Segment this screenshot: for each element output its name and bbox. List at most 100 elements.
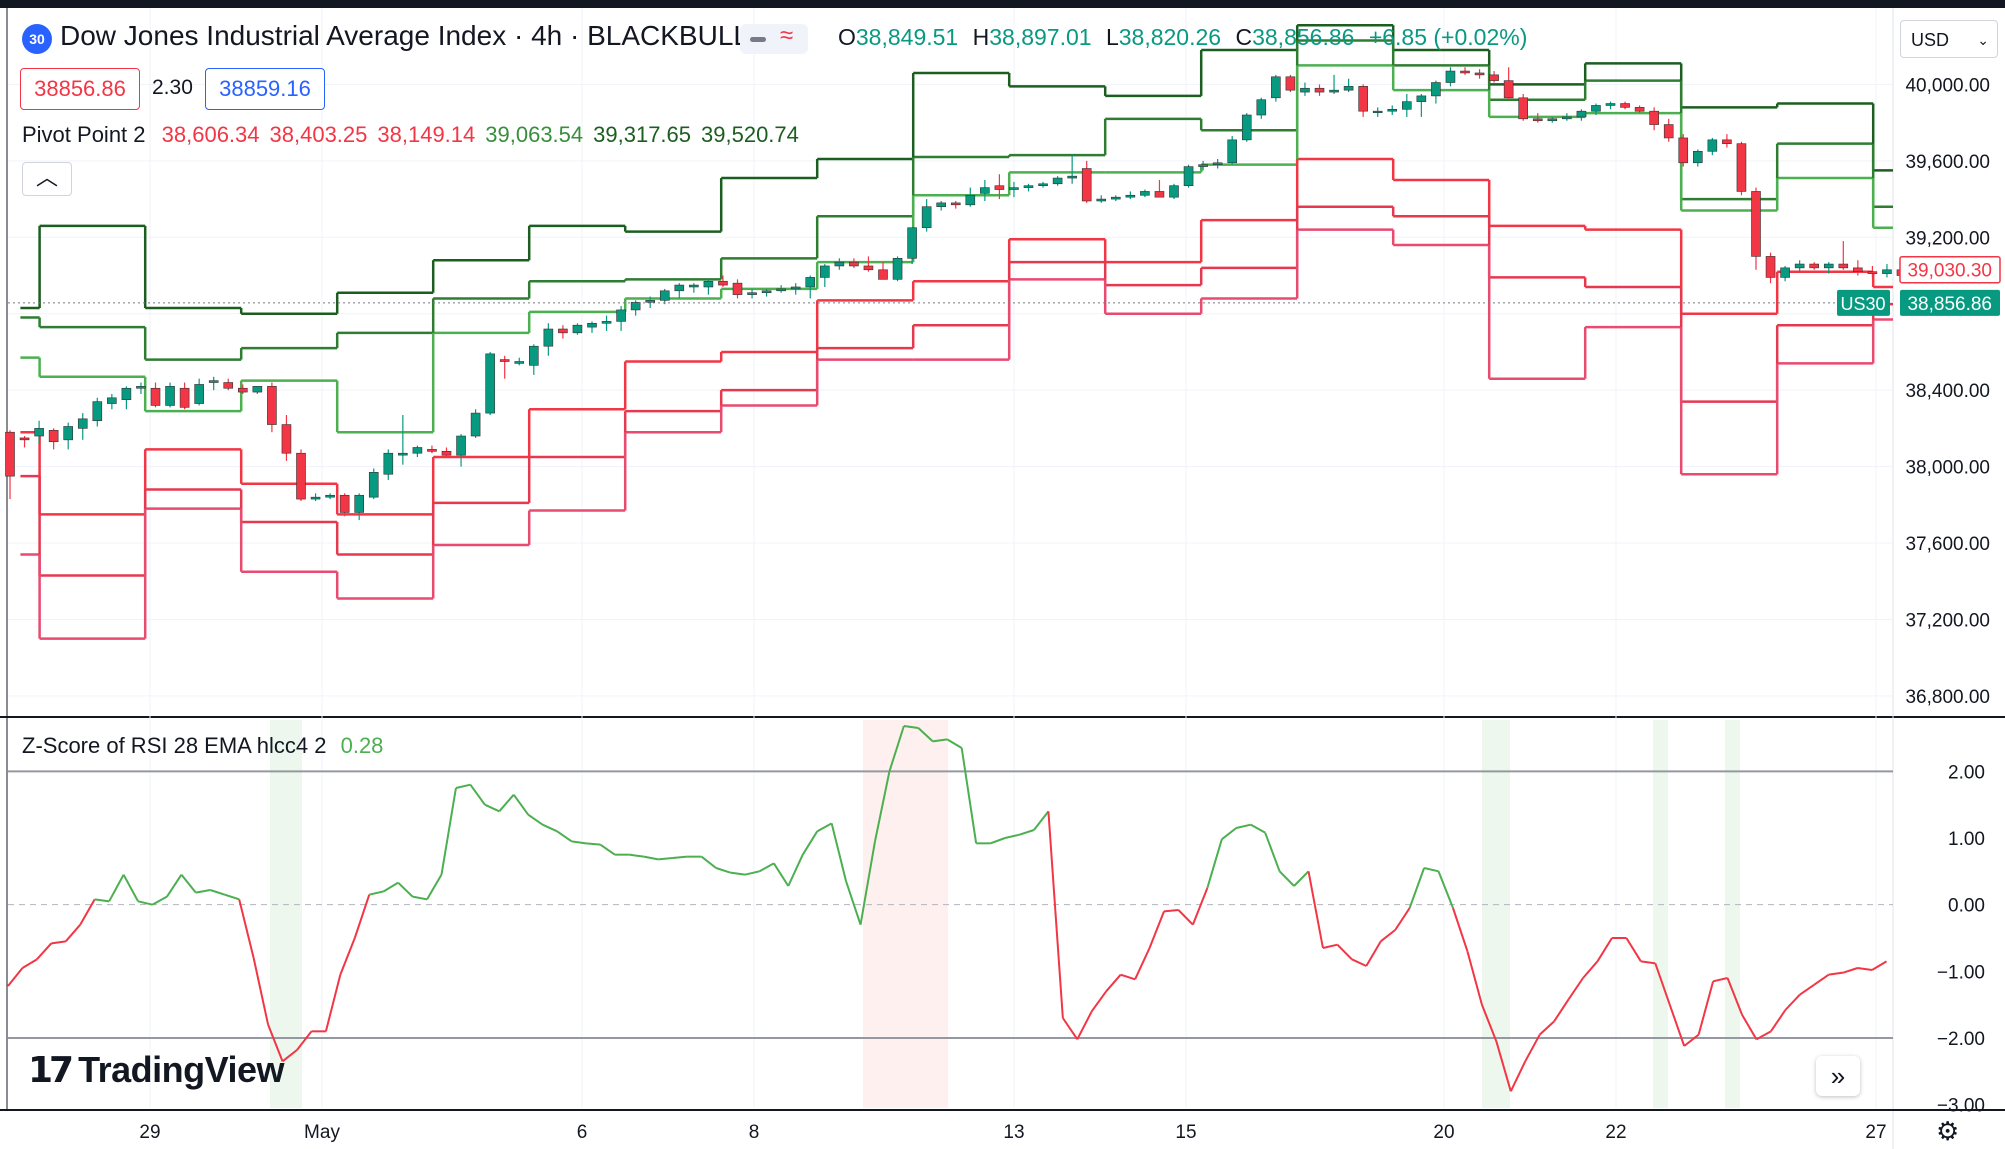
zscore-line-segment <box>1033 810 1050 831</box>
candle-body <box>1140 191 1150 196</box>
candle-body <box>1591 105 1601 112</box>
symbol-tag-label: US30 <box>1840 294 1885 314</box>
candle-body <box>994 185 1005 190</box>
zscore-legend[interactable]: Z-Score of RSI 28 EMA hlcc4 2 0.28 <box>22 733 383 759</box>
symbol-badge[interactable]: 30 <box>22 24 52 54</box>
last-price-tag-box <box>1900 289 2000 316</box>
time-axis-label: 29 <box>139 1122 160 1143</box>
candle-body <box>1460 70 1470 74</box>
zscore-line-segment <box>903 725 919 729</box>
zscore-line-segment <box>1799 983 1815 996</box>
candle-body <box>179 387 190 408</box>
zscore-line-segment <box>874 771 891 842</box>
candle-body <box>1067 175 1077 179</box>
zscore-line-segment <box>152 895 168 906</box>
zscore-line-segment <box>845 881 862 925</box>
zscore-line-segment <box>787 854 804 887</box>
pivot-legend[interactable]: Pivot Point 2 38,606.34 38,403.25 38,149.1… <box>22 122 799 148</box>
zscore-line-segment <box>1654 963 1671 1005</box>
zscore-line-segment <box>1019 829 1035 836</box>
zscore-axis-label: −2.00 <box>1937 1029 1985 1050</box>
zscore-line-segment <box>1741 1014 1758 1040</box>
candle-body <box>310 496 321 500</box>
candle-body <box>1576 110 1587 118</box>
candle-body <box>1256 99 1267 116</box>
price-tag-label: 39,030.30 <box>1907 261 1992 282</box>
gear-icon[interactable]: ⚙ <box>1936 1116 1960 1146</box>
candle-body <box>1227 139 1237 164</box>
zscore-line-segment <box>498 794 515 812</box>
candle-body <box>1445 70 1456 83</box>
zscore-line-segment <box>469 784 486 806</box>
zscore-line-segment <box>1293 870 1310 887</box>
candle-body <box>1474 72 1485 76</box>
candle-body <box>1358 86 1368 112</box>
buy-price-button[interactable]: 38859.16 <box>205 68 325 110</box>
candle-body <box>1489 74 1499 81</box>
double-chevron-right-icon: » <box>1830 1061 1846 1091</box>
candle-body <box>1125 194 1136 198</box>
zscore-line-segment <box>830 823 848 882</box>
candle-body <box>1809 263 1819 269</box>
zscore-axis-label: 1.00 <box>1948 829 1985 850</box>
zscore-line-segment <box>252 957 270 1025</box>
candle-body <box>339 494 350 513</box>
candle-body <box>1212 162 1223 165</box>
zscore-line-segment <box>1191 887 1209 926</box>
collapse-legend-button[interactable]: ︿ <box>22 162 72 196</box>
zscore-line-segment <box>1640 960 1656 965</box>
zscore-line-segment <box>715 867 731 874</box>
zscore-line-segment <box>1755 1030 1772 1041</box>
currency-selector[interactable]: USD ⌄ <box>1900 20 1998 58</box>
zscore-line-segment <box>1567 977 1584 1000</box>
zscore-line-segment <box>79 898 96 926</box>
zscore-line-segment <box>1539 1020 1555 1036</box>
price-axis-label: 36,800.00 <box>1905 687 1990 708</box>
zscore-line-segment <box>281 1049 298 1063</box>
last-price-tag-label: 38,856.86 <box>1907 294 1992 315</box>
zscore-line-segment <box>1221 827 1237 841</box>
price-axis-label: 38,000.00 <box>1905 458 1990 479</box>
wave-icon: ≈ <box>780 22 794 49</box>
zscore-line-segment <box>1148 910 1165 949</box>
visibility-toggle[interactable]: ≈ <box>740 22 808 54</box>
zscore-axis-label: −1.00 <box>1937 962 1985 983</box>
candle-body <box>223 382 234 389</box>
candle-body <box>1372 110 1383 113</box>
candle-body <box>1241 114 1252 141</box>
zscore-line-segment <box>990 837 1006 845</box>
zscore-line-segment <box>1625 937 1642 962</box>
time-axis-label: May <box>304 1122 340 1143</box>
sell-price-button[interactable]: 38856.86 <box>20 68 140 110</box>
candle-body <box>1620 103 1630 108</box>
zscore-line-segment <box>324 974 342 1032</box>
zscore-line-segment <box>1206 839 1223 889</box>
zscore-axis-label: 2.00 <box>1948 762 1985 783</box>
zscore-line-segment <box>672 855 688 859</box>
candle-body <box>1649 110 1659 125</box>
candle-body <box>936 202 947 208</box>
zscore-line-segment <box>1076 1010 1093 1040</box>
candle-body <box>1402 101 1412 110</box>
zscore-line-segment <box>1394 907 1411 931</box>
zscore-line-segment <box>383 881 399 893</box>
time-axis-label: 22 <box>1605 1122 1626 1143</box>
candle-body <box>296 452 306 500</box>
zscore-line-segment <box>1596 937 1613 962</box>
candle-body <box>659 290 670 301</box>
minus-icon <box>750 37 766 42</box>
candle-body <box>747 292 757 295</box>
price-axis-label: 39,600.00 <box>1905 152 1990 173</box>
candle-body <box>572 324 583 334</box>
candle-body <box>921 206 932 229</box>
candle-body <box>1009 187 1019 190</box>
candle-body <box>1547 118 1558 122</box>
zscore-line-segment <box>94 898 110 903</box>
scroll-to-realtime-button[interactable]: » <box>1816 1056 1860 1096</box>
chart-title[interactable]: Dow Jones Industrial Average Index · 4h … <box>60 20 749 51</box>
candle-body <box>1707 139 1718 152</box>
candle-body <box>790 286 801 290</box>
candle-body <box>1751 191 1761 257</box>
zscore-line-segment <box>556 830 573 843</box>
